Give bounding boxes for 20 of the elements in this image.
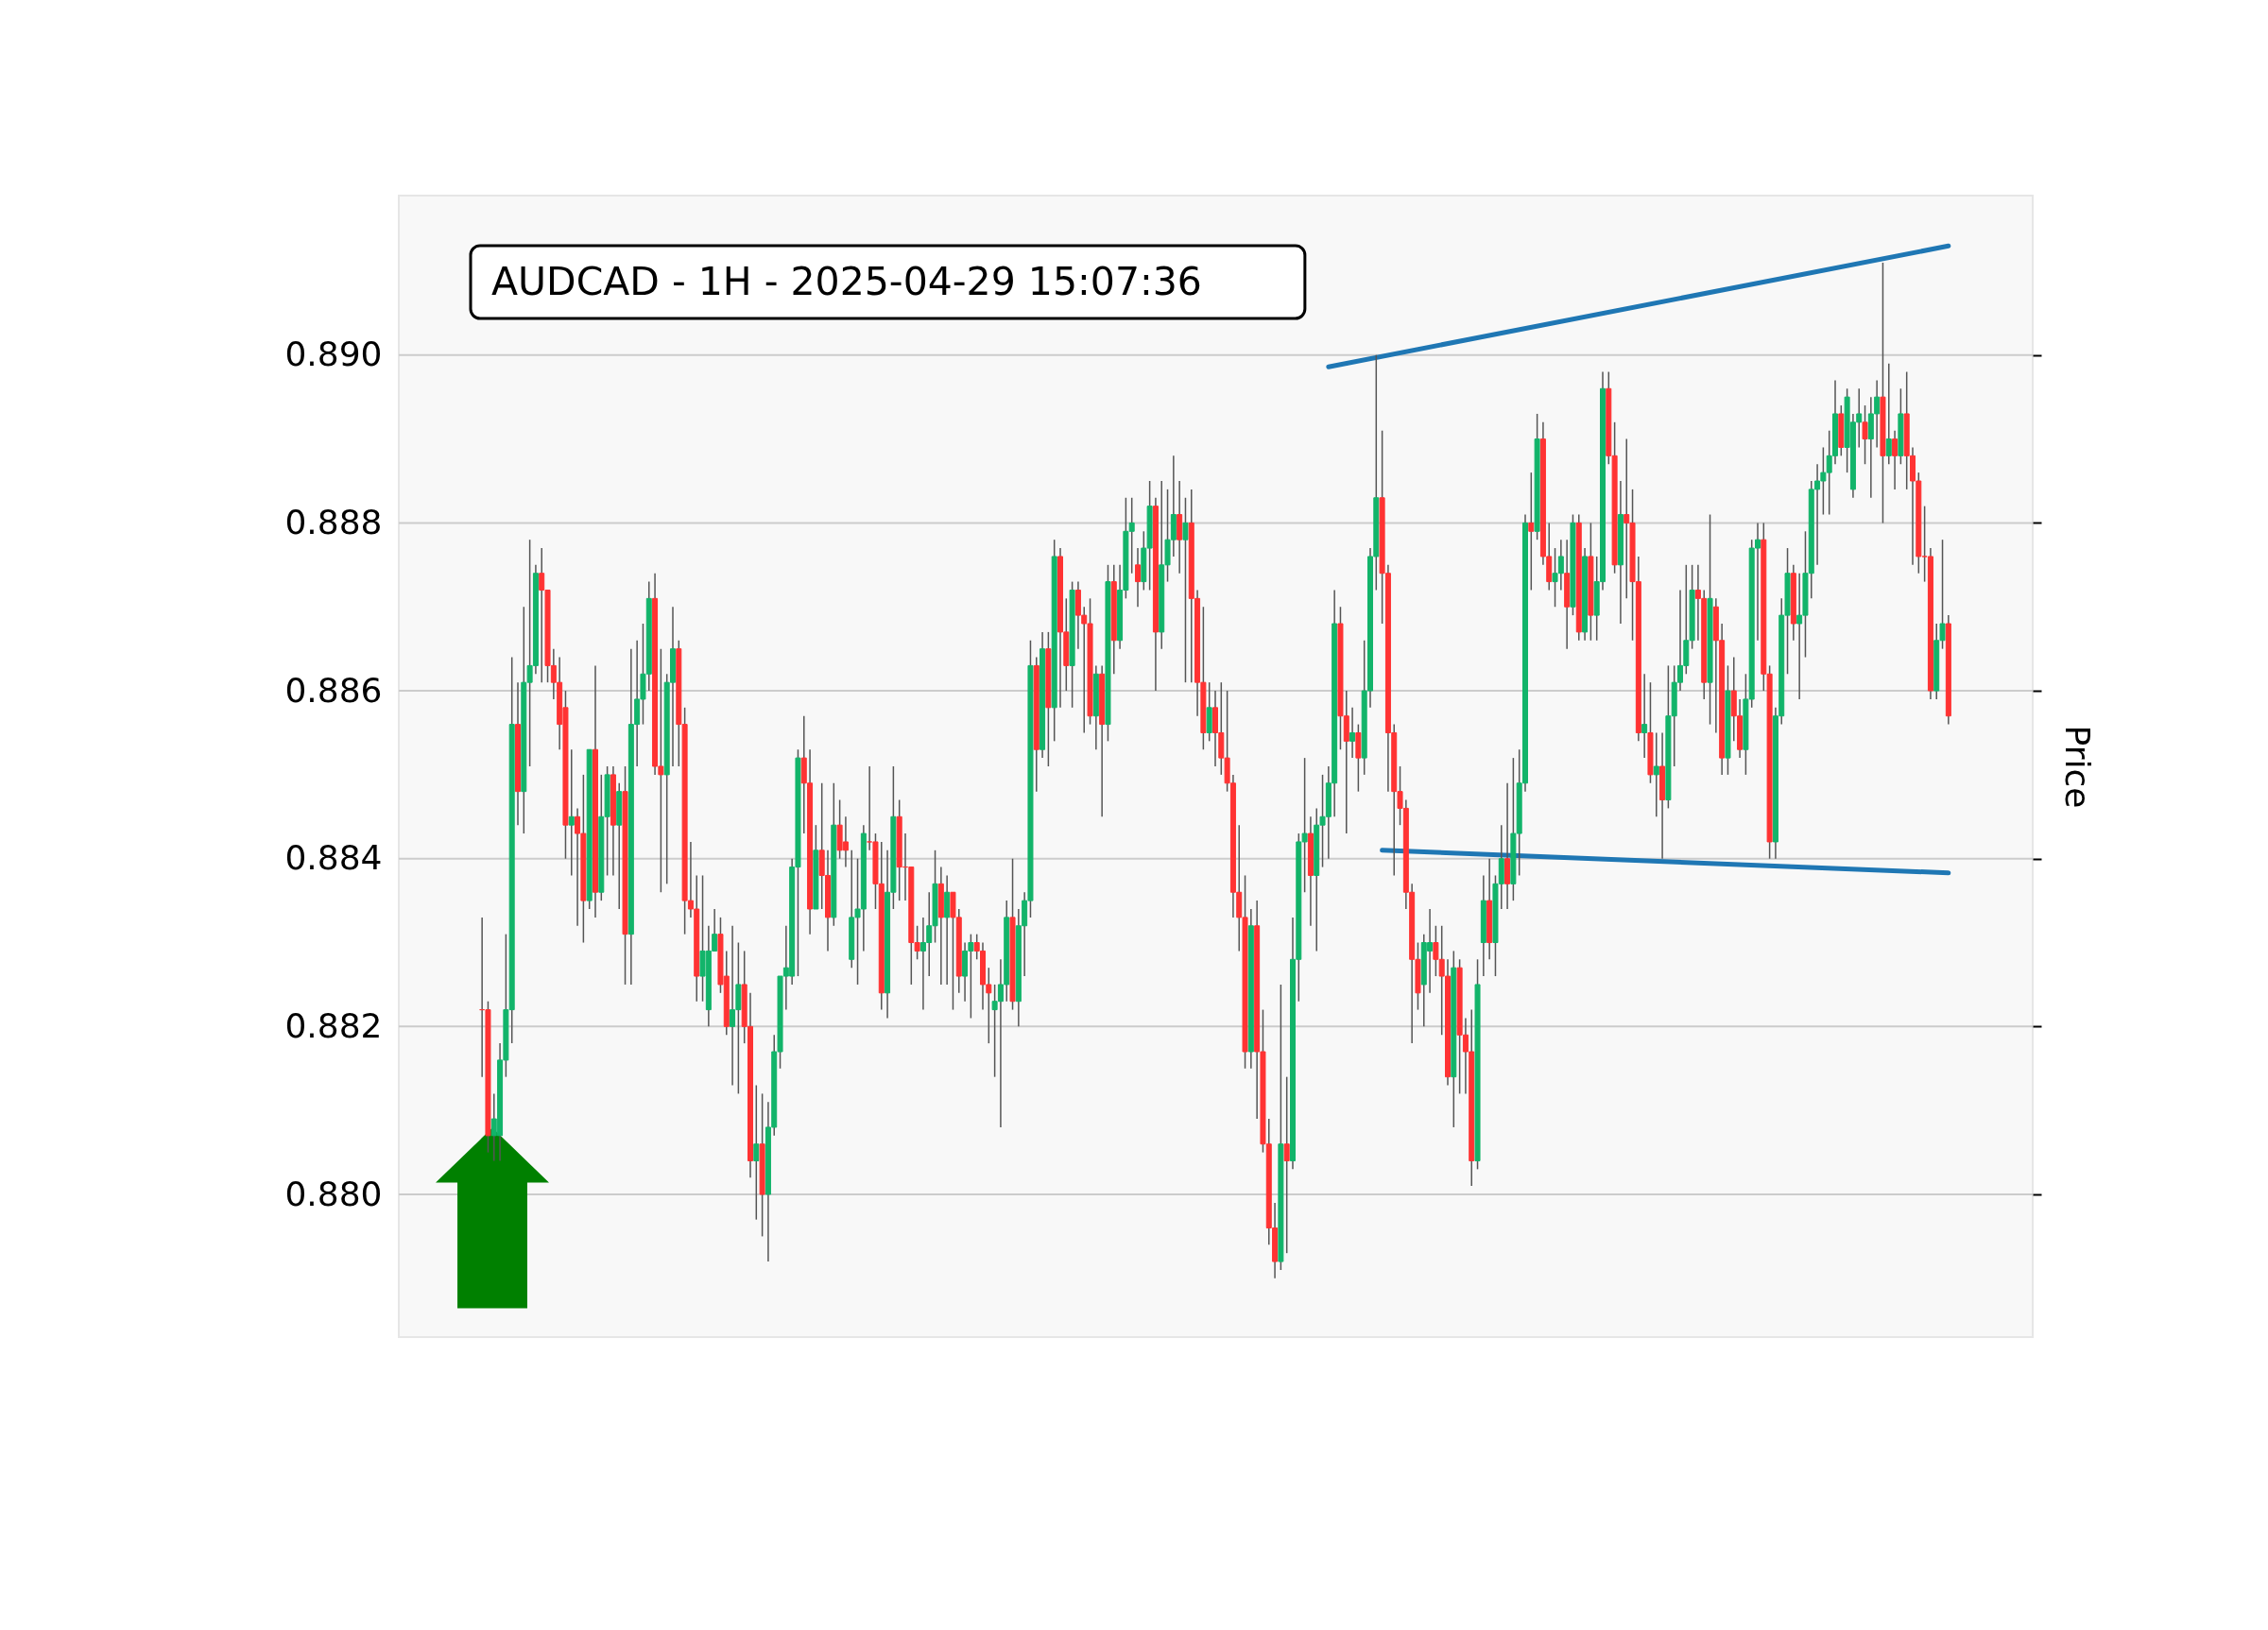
candlestick — [1653, 731, 1659, 818]
y-tick-label: 0.888 — [284, 502, 383, 541]
candlestick — [1892, 429, 1899, 490]
candlestick — [1641, 673, 1648, 759]
candlestick — [1528, 472, 1535, 592]
candlestick — [1283, 1075, 1290, 1254]
y-tick-label: 0.882 — [284, 1005, 383, 1045]
y-tick-label: 0.884 — [284, 838, 383, 878]
text: AUDCAD - 1H - 2025-04-29 15:07:36 — [491, 259, 1202, 304]
candlestick — [1885, 362, 1892, 465]
candlestick — [1349, 707, 1356, 759]
y-tick-label: 0.886 — [284, 670, 383, 710]
candlestick — [1135, 547, 1141, 608]
y-tick-label: 0.890 — [284, 335, 383, 374]
candlestick — [753, 1084, 760, 1221]
candlestick — [568, 748, 575, 877]
candlestick — [1182, 497, 1189, 683]
candlestick — [1862, 404, 1868, 465]
y-axis-title: Price — [2057, 725, 2097, 809]
y-tick-label: 0.880 — [284, 1174, 383, 1213]
